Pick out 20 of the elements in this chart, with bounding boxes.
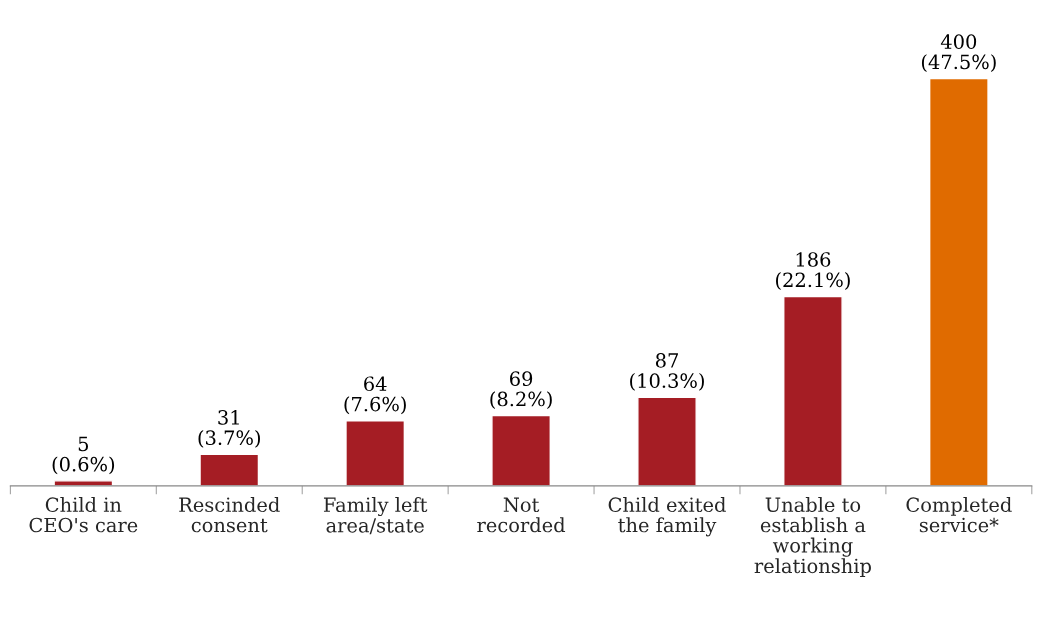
bar	[637, 396, 697, 486]
data-label: 5 (0.6%)	[52, 436, 115, 475]
x-tick-label: Not recorded	[477, 497, 566, 533]
bar	[928, 77, 989, 486]
data-label: 64 (7.6%)	[344, 376, 406, 415]
data-label: 87 (10.3%)	[630, 352, 704, 391]
bar	[491, 414, 551, 486]
x-tick-label: Completed service*	[906, 497, 1012, 533]
data-label: 400 (47.5%)	[921, 34, 996, 72]
x-tick-label: Family left area/state	[323, 497, 428, 535]
x-tick-label: Unable to establish a working relationship	[754, 497, 871, 578]
bar	[345, 420, 406, 486]
x-tick-label: Child exited the family	[608, 497, 726, 537]
bar	[783, 295, 843, 486]
x-tick-label: Child in CEO's care	[29, 497, 138, 533]
data-label: 186 (22.1%)	[776, 252, 850, 290]
x-tick-label: Rescinded consent	[179, 497, 280, 533]
data-label: 69 (8.2%)	[490, 371, 552, 410]
bar	[199, 453, 260, 486]
data-label: 31 (3.7%)	[198, 410, 260, 448]
